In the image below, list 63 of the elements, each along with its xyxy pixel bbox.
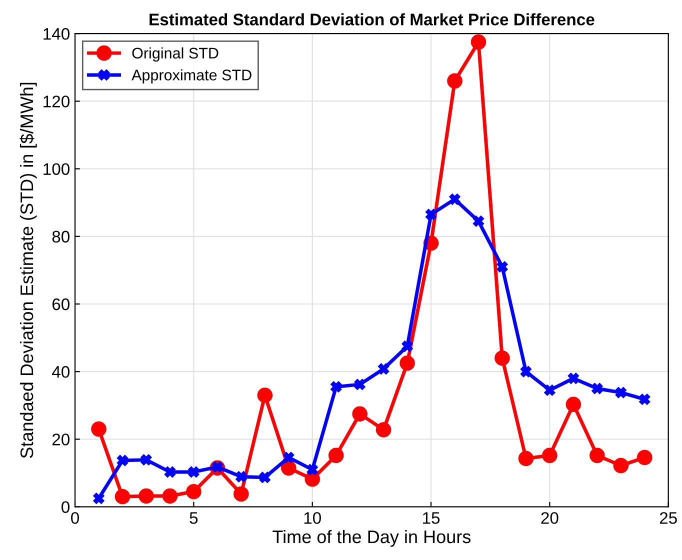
legend-label: Approximate STD — [132, 69, 252, 84]
point — [590, 448, 605, 464]
point — [114, 489, 130, 504]
point — [164, 466, 176, 478]
x-tick-label: 10 — [304, 512, 321, 524]
point — [234, 486, 249, 502]
x-tick-label: 15 — [423, 512, 440, 524]
y-tick-label: 80 — [52, 230, 70, 243]
y-tick-label: 40 — [52, 366, 70, 378]
point — [328, 448, 344, 464]
point — [186, 484, 202, 500]
point — [402, 340, 413, 352]
point — [259, 472, 270, 483]
point — [636, 450, 652, 466]
point — [472, 216, 484, 227]
legend-label: Original STD — [132, 47, 218, 62]
point — [138, 488, 154, 504]
x-tick-label: 5 — [190, 512, 198, 524]
point — [470, 34, 486, 50]
point — [283, 452, 294, 464]
y-tick-label: 120 — [44, 96, 70, 108]
point — [352, 406, 368, 422]
point — [542, 448, 558, 464]
point — [257, 388, 273, 403]
point — [544, 384, 556, 396]
point — [449, 194, 460, 205]
x-tick-label: 0 — [71, 512, 80, 524]
point — [236, 471, 247, 482]
chart-title: Estimated Standard Deviation of Market Price Difference — [150, 13, 594, 26]
point — [91, 421, 106, 437]
y-tick-label: 60 — [52, 298, 70, 310]
y-axis-title: Standaed Deviation Estimate (STD) in [$/MWh] — [20, 82, 37, 458]
point — [592, 382, 603, 394]
point — [378, 363, 390, 374]
point — [639, 394, 650, 405]
y-tick-label: 140 — [44, 28, 70, 40]
point — [566, 396, 582, 412]
y-tick-label: 20 — [52, 434, 70, 446]
point — [615, 387, 626, 398]
point — [447, 73, 462, 89]
point — [496, 261, 508, 272]
point — [425, 208, 437, 220]
x-axis-title: Time of the Day in Hours — [272, 530, 471, 547]
point — [613, 458, 629, 474]
point — [306, 464, 318, 476]
point — [568, 372, 579, 384]
point — [354, 378, 366, 390]
point — [188, 466, 200, 478]
y-tick-label: 0 — [62, 501, 70, 514]
point — [330, 381, 342, 392]
point — [140, 454, 152, 466]
point — [280, 460, 296, 476]
point — [518, 450, 534, 466]
point — [494, 350, 510, 366]
point — [93, 492, 104, 504]
point — [520, 366, 532, 378]
point — [116, 454, 128, 466]
point — [400, 356, 415, 371]
y-tick-label: 100 — [44, 163, 70, 176]
point — [162, 488, 178, 504]
x-tick-label: 25 — [660, 512, 677, 524]
point — [376, 422, 392, 438]
x-tick-label: 20 — [541, 512, 558, 524]
